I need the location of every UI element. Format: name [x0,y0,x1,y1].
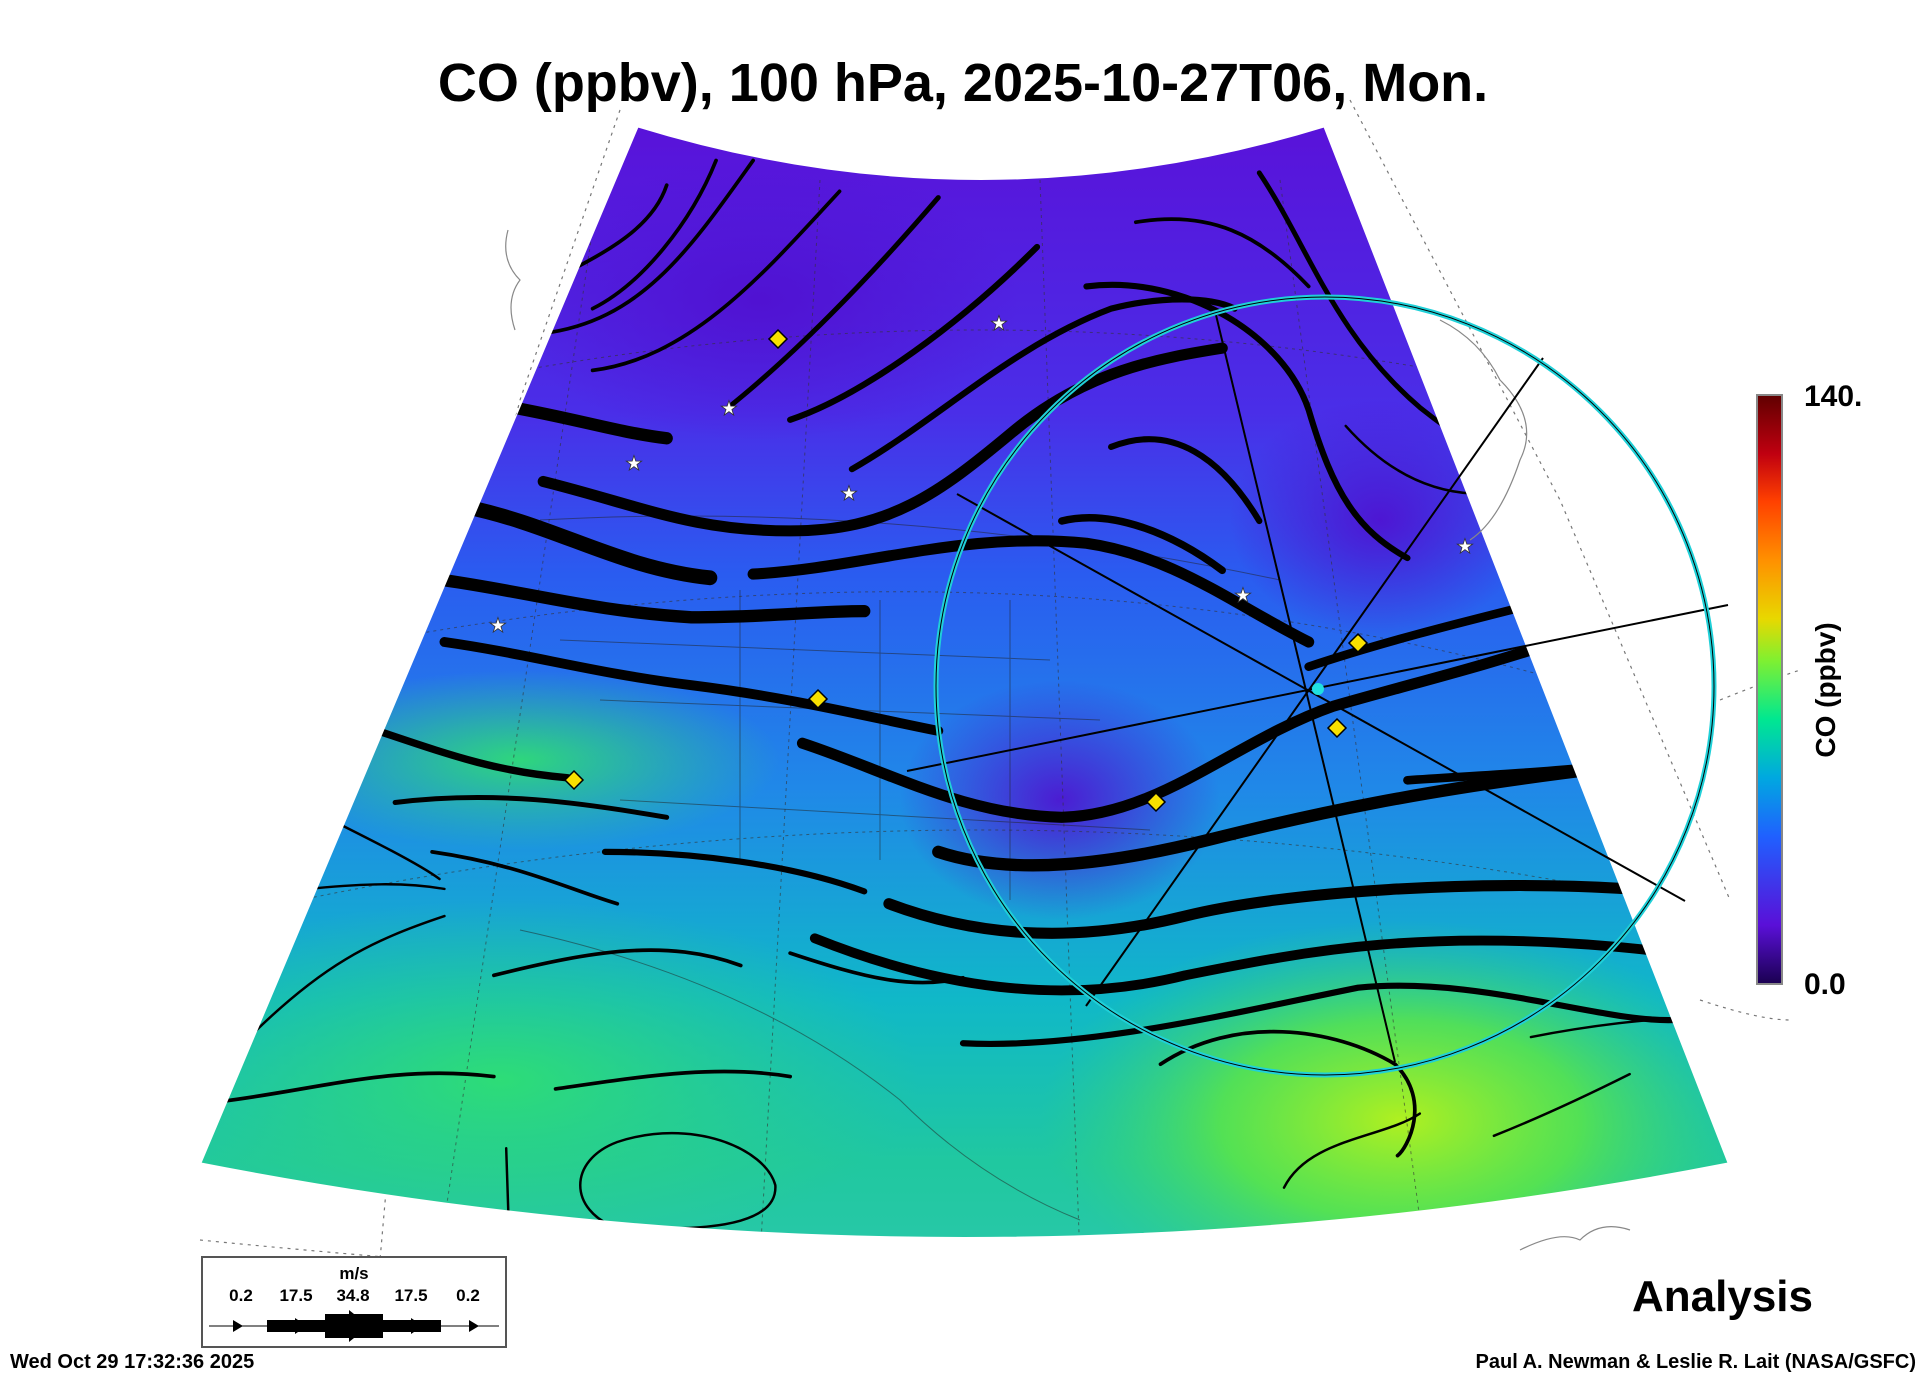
wind-streamlines [220,158,1683,1230]
svg-text:★: ★ [489,615,507,637]
legend-value: 0.2 [456,1286,480,1305]
timestamp: Wed Oct 29 17:32:36 2025 [10,1351,255,1373]
coastline-outside [505,229,1631,1251]
legend-value: 0.2 [229,1286,253,1305]
site-markers-diamond [563,328,1369,813]
plot-title: CO (ppbv), 100 hPa, 2025-10-27T06, Mon. [437,53,1489,113]
svg-text:★: ★ [1234,585,1252,607]
legend-value: 17.5 [279,1286,313,1305]
colorbar-min-label: 0.0 [1804,968,1846,1001]
colorbar-title: CO (ppbv) [1810,622,1841,758]
center-marker [1312,683,1324,695]
legend-unit: m/s [339,1264,369,1283]
legend-value: 17.5 [394,1286,428,1305]
colorbar [1756,394,1783,985]
svg-text:★: ★ [990,313,1008,335]
legend-arrow-icon [209,1310,499,1342]
colorbar-max-label: 140. [1804,380,1863,413]
legend-value: 34.8 [336,1286,370,1305]
svg-text:★: ★ [840,483,858,505]
svg-text:★: ★ [625,453,643,475]
credit: Paul A. Newman & Leslie R. Lait (NASA/GS… [1475,1351,1916,1373]
analysis-label: Analysis [1632,1272,1813,1321]
svg-text:★: ★ [720,398,738,420]
site-markers-star: ★ ★ ★ ★ ★ ★ ★ [489,313,1475,638]
wind-speed-legend: m/s 0.2 17.5 34.8 17.5 0.2 [201,1256,507,1348]
svg-text:★: ★ [1456,536,1474,558]
